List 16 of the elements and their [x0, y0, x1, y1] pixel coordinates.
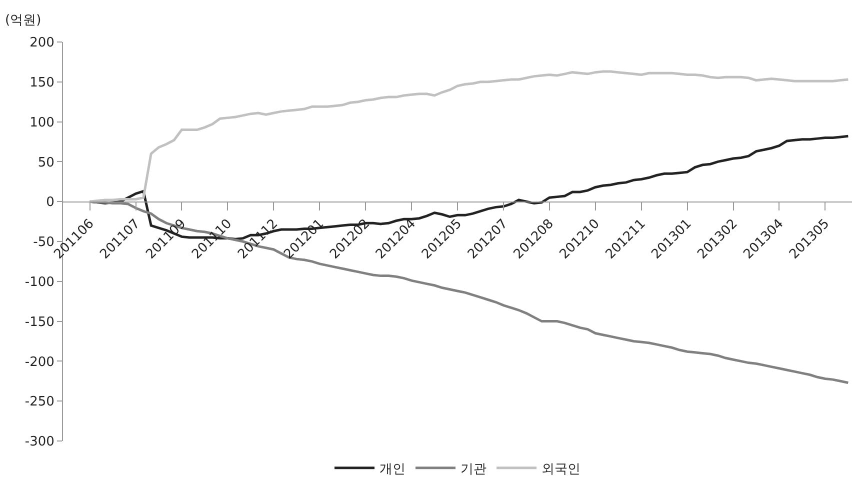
y-tick-label: -150 [24, 314, 54, 330]
y-tick-label: -250 [24, 394, 54, 410]
y-tick-label: -200 [24, 354, 54, 370]
y-tick-label: -50 [33, 235, 54, 250]
y-tick-label: 50 [38, 155, 54, 170]
y-tick-label: 0 [46, 195, 54, 210]
y-tick-label: -300 [24, 434, 54, 450]
y-tick-label: 100 [30, 115, 54, 130]
y-tick-label: -100 [24, 274, 54, 290]
y-tick-label: 200 [30, 36, 54, 51]
legend-label: 외국인 [542, 462, 580, 477]
legend-label: 개인 [380, 462, 406, 477]
y-tick-label: 150 [30, 75, 54, 90]
legend-label: 기관 [460, 462, 486, 477]
y-axis-title: (억원) [5, 13, 42, 28]
line-series [88, 70, 850, 203]
